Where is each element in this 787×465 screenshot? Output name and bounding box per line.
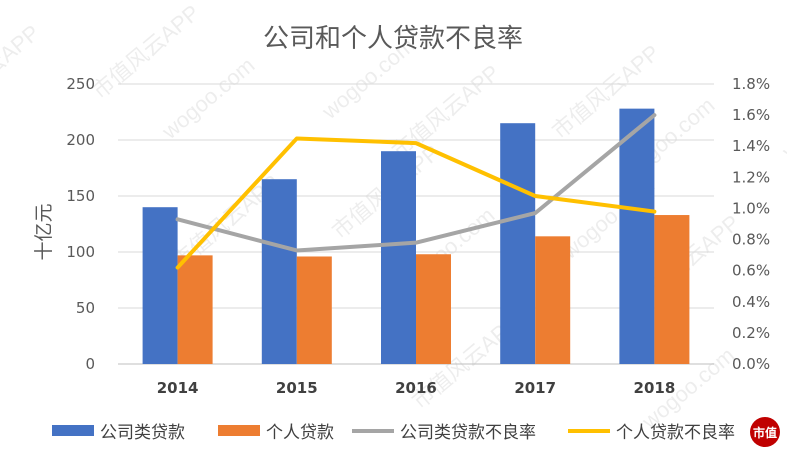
y-tick-label: 200 [66, 131, 95, 149]
legend: 公司类贷款 个人贷款 公司类贷款不良率 个人贷款不良率 [52, 423, 735, 443]
bar-公司类贷款-2018 [619, 108, 655, 364]
bar-series-group [142, 108, 690, 364]
y2-tick-label: 1.0% [732, 199, 770, 217]
watermark-text: wogoo.com [156, 52, 259, 144]
y-tick-label: 0 [85, 355, 95, 373]
legend-label: 个人贷款不良率 [616, 423, 735, 443]
legend-swatch [218, 425, 260, 436]
bar-个人贷款-2015 [296, 256, 332, 364]
bar-个人贷款-2017 [535, 236, 571, 364]
x-axis-ticks: 2014 2015 2016 2017 2018 [157, 379, 676, 397]
bar-公司类贷款-2017 [500, 123, 536, 364]
bar-个人贷款-2014 [177, 255, 213, 364]
legend-swatch [52, 425, 94, 436]
y-axis-label: 十亿元 [33, 203, 55, 260]
y2-tick-label: 0.2% [732, 324, 770, 342]
watermark-text: 市值风云APP [387, 60, 504, 164]
bar-公司类贷款-2014 [142, 207, 178, 364]
bar-公司类贷款-2015 [261, 179, 297, 364]
x-tick-label: 2015 [276, 379, 318, 397]
y2-axis-ticks: 0.0% 0.2% 0.4% 0.6% 0.8% 1.0% 1.2% 1.4% 1.6% 1.8% [732, 75, 770, 373]
watermark-logo: 市值 [750, 417, 780, 447]
y2-tick-label: 1.4% [732, 137, 770, 155]
y-tick-label: 250 [66, 75, 95, 93]
y-tick-label: 150 [66, 187, 95, 205]
y2-tick-label: 0.4% [732, 293, 770, 311]
legend-label: 公司类贷款不良率 [400, 423, 536, 443]
x-tick-label: 2017 [514, 379, 556, 397]
line-公司类贷款不良率 [175, 113, 657, 253]
watermark-text: 市值风云APP [0, 20, 44, 124]
x-tick-label: 2014 [157, 379, 199, 397]
x-tick-label: 2016 [395, 379, 437, 397]
legend-label: 个人贷款 [266, 423, 334, 443]
bar-公司类贷款-2016 [381, 151, 416, 364]
y2-tick-label: 1.6% [732, 106, 770, 124]
watermark-text: 市值风云APP [87, 0, 204, 104]
y2-tick-label: 1.8% [732, 75, 770, 93]
bar-个人贷款-2018 [654, 215, 690, 364]
y-tick-label: 100 [66, 243, 95, 261]
y2-tick-label: 0.0% [732, 355, 770, 373]
line-series-group [175, 113, 657, 270]
y2-tick-label: 1.2% [732, 168, 770, 186]
legend-label: 公司类贷款 [100, 423, 185, 443]
y2-tick-label: 0.6% [732, 262, 770, 280]
y-tick-label: 50 [76, 299, 95, 317]
watermark-text: wogoo.com [776, 72, 787, 164]
y-axis-ticks: 0 50 100 150 200 250 [66, 75, 95, 373]
line-个人贷款不良率 [175, 136, 657, 270]
logo-badge [750, 417, 780, 447]
chart-title: 公司和个人贷款不良率 [263, 24, 523, 54]
logo-text: 市值 [753, 425, 777, 440]
bar-个人贷款-2016 [416, 254, 451, 364]
x-tick-label: 2018 [634, 379, 676, 397]
y2-tick-label: 0.8% [732, 231, 770, 249]
